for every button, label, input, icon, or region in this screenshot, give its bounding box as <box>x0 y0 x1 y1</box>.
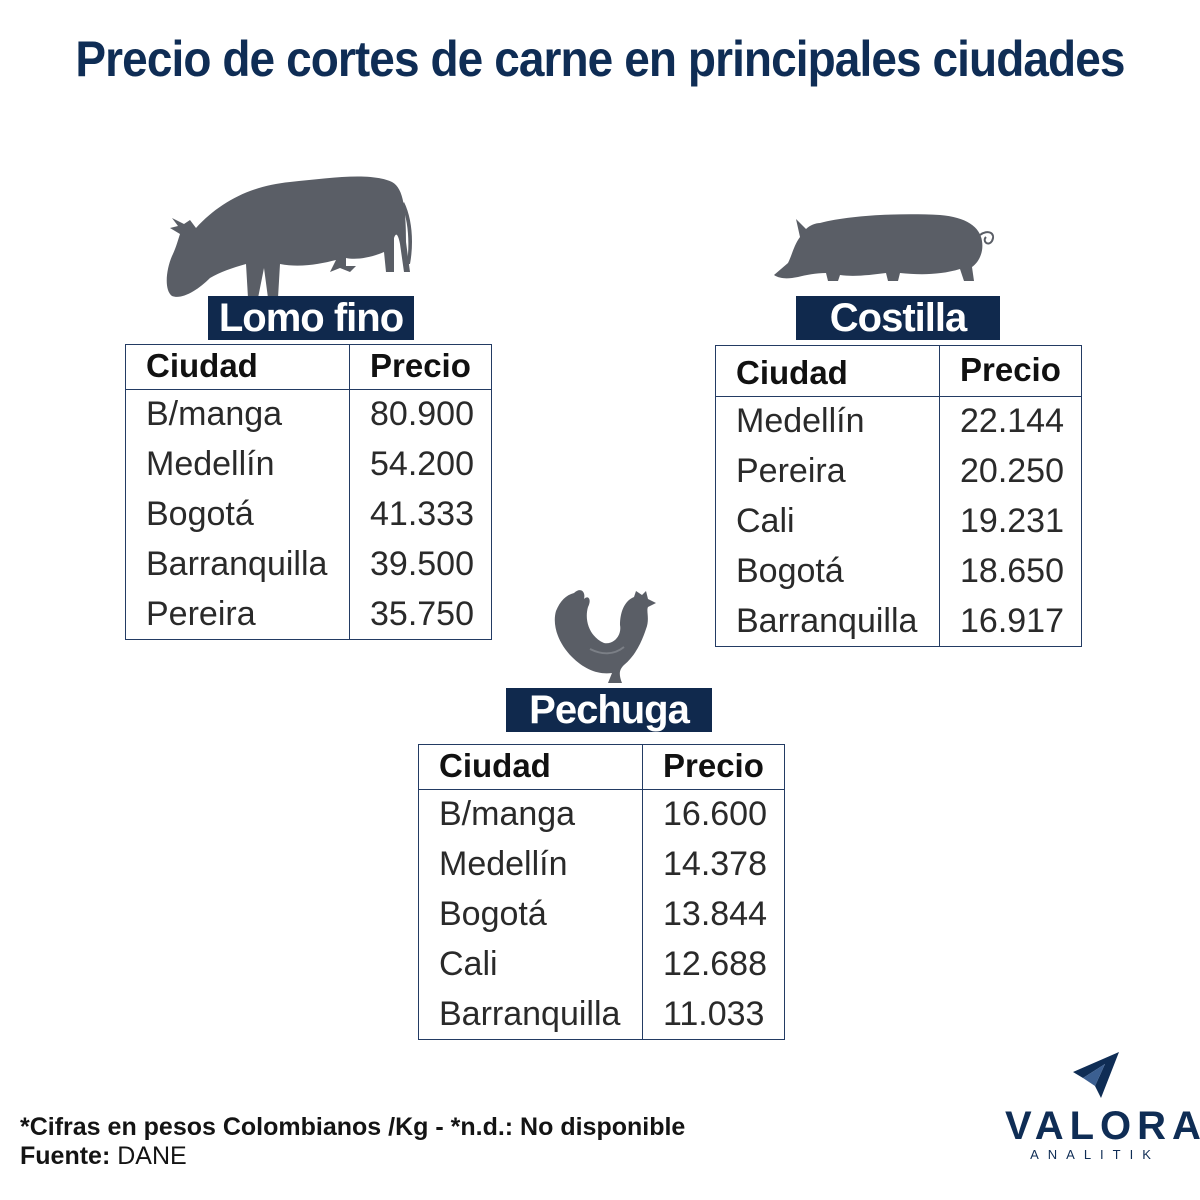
cell-ciudad: Pereira <box>125 589 350 640</box>
header-ciudad: Ciudad <box>418 744 643 790</box>
header-precio: Precio <box>349 344 492 390</box>
cell-precio: 22.144 <box>960 402 1064 441</box>
cell-precio: 14.378 <box>663 845 767 883</box>
cell-ciudad: Barranquilla <box>125 539 350 590</box>
cell-ciudad: B/manga <box>418 789 643 840</box>
page-title: Precio de cortes de carne en principales… <box>75 31 1125 87</box>
header-ciudad: Ciudad <box>125 344 350 390</box>
cell-ciudad: Bogotá <box>125 489 350 540</box>
table-row: Pereira 35.750 <box>125 589 492 640</box>
logo-mark-icon <box>1073 1052 1119 1098</box>
footnote-line: *Cifras en pesos Colombianos /Kg - *n.d.… <box>20 1113 686 1141</box>
table-row: B/manga 80.900 <box>125 389 492 440</box>
table-row: Medellín 22.144 <box>715 396 1082 447</box>
cell-ciudad: Barranquilla <box>715 596 940 647</box>
cell-precio: 11.033 <box>663 994 765 1033</box>
costilla-table: Ciudad Precio Medellín 22.144 Pereira 20.2… <box>715 345 1082 647</box>
cell-ciudad: Bogotá <box>418 889 643 940</box>
cell-ciudad: Medellín <box>418 839 643 890</box>
table-row: Medellín 54.200 <box>125 439 492 490</box>
source-line: Fuente: DANE <box>20 1142 685 1171</box>
cow-icon <box>166 176 412 298</box>
cell-precio: 18.650 <box>960 552 1064 590</box>
header-precio: Precio <box>642 744 785 790</box>
table-row: Cali 12.688 <box>418 939 785 990</box>
pig-icon <box>774 214 994 281</box>
table-row: Pereira 20.250 <box>715 446 1082 497</box>
cell-ciudad: Medellín <box>125 439 350 490</box>
logo-sub: ANALITIK <box>1030 1147 1160 1162</box>
logo-word: VALORA <box>1005 1104 1200 1148</box>
cell-precio: 41.333 <box>370 495 474 533</box>
cell-ciudad: Cali <box>715 496 940 547</box>
cell-ciudad: Barranquilla <box>418 989 643 1040</box>
header-ciudad: Ciudad <box>715 345 940 397</box>
footnote: *Cifras en pesos Colombianos /Kg - *n.d.… <box>20 1113 685 1171</box>
cell-precio: 20.250 <box>960 452 1064 490</box>
pechuga-table: Ciudad Precio B/manga 16.600 Medellín 14.3… <box>418 744 785 1040</box>
pechuga-label: Pechuga <box>506 688 712 732</box>
cell-precio: 13.844 <box>663 895 767 933</box>
header-precio: Precio <box>939 345 1082 397</box>
cell-precio: 19.231 <box>960 502 1064 540</box>
table-header: Ciudad Precio <box>715 345 1082 397</box>
table-row: B/manga 16.600 <box>418 789 785 840</box>
table-header: Ciudad Precio <box>125 344 492 390</box>
table-row: Barranquilla 39.500 <box>125 539 492 590</box>
cell-ciudad: Bogotá <box>715 546 940 597</box>
cell-precio: 12.688 <box>663 945 767 983</box>
cell-precio: 80.900 <box>370 395 474 434</box>
table-row: Cali 19.231 <box>715 496 1082 547</box>
cell-ciudad: B/manga <box>125 389 350 440</box>
cell-ciudad: Cali <box>418 939 643 990</box>
cell-ciudad: Pereira <box>715 446 940 497</box>
table-header: Ciudad Precio <box>418 744 785 790</box>
valora-logo: VALORA ANALITIK <box>1005 1050 1200 1162</box>
table-row: Bogotá 13.844 <box>418 889 785 940</box>
table-row: Medellín 14.378 <box>418 839 785 890</box>
lomo-fino-table: Ciudad Precio B/manga 80.900 Medellín 54.2… <box>125 344 492 640</box>
table-row: Barranquilla 11.033 <box>418 989 785 1040</box>
source-label: Fuente: <box>20 1142 111 1170</box>
cell-precio: 54.200 <box>370 445 474 483</box>
table-row: Bogotá 18.650 <box>715 546 1082 597</box>
source-value: DANE <box>117 1142 187 1170</box>
cell-precio: 39.500 <box>370 545 474 583</box>
table-row: Barranquilla 16.917 <box>715 596 1082 647</box>
cell-precio: 16.917 <box>960 601 1064 640</box>
cell-precio: 16.600 <box>663 795 767 834</box>
chicken-icon <box>554 590 656 683</box>
table-row: Bogotá 41.333 <box>125 489 492 540</box>
cell-precio: 35.750 <box>370 594 474 633</box>
lomo-fino-label: Lomo fino <box>208 296 414 340</box>
costilla-label: Costilla <box>796 296 1000 340</box>
cell-ciudad: Medellín <box>715 396 940 447</box>
